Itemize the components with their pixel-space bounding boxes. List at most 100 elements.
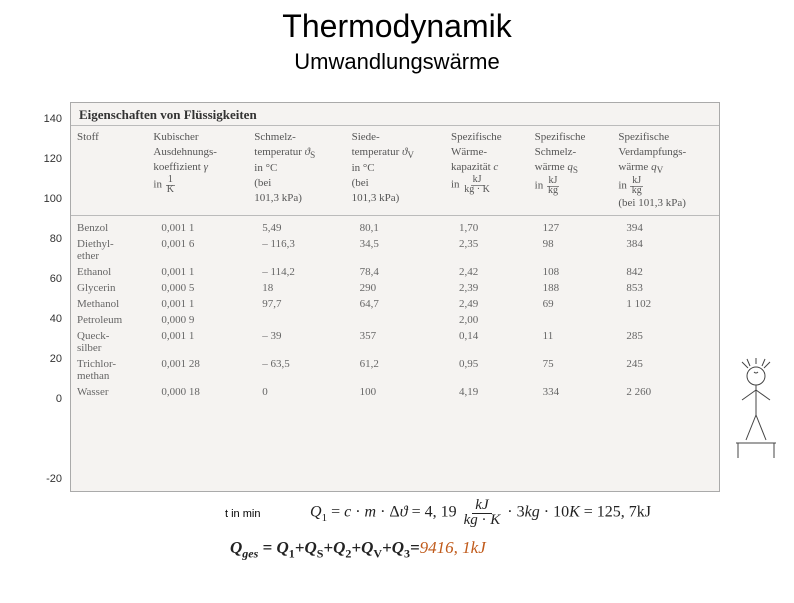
equation-q1: Q1 = c · m · Δϑ = 4, 19 kJkg · K · 3kg ·…	[310, 498, 651, 528]
cell-qv: 384	[612, 236, 719, 264]
cell-siede: 290	[346, 280, 445, 296]
y-tick-label: 80	[22, 233, 62, 245]
col-siede: Siede-temperatur ϑVin °C(bei101,3 kPa)	[346, 126, 445, 216]
cell-c: 2,42	[445, 264, 529, 280]
cell-gamma: 0,001 1	[147, 296, 248, 312]
cell-c: 4,19	[445, 384, 529, 400]
table-row: Wasser0,000 1801004,193342 260	[71, 384, 719, 400]
cell-siede: 61,2	[346, 356, 445, 384]
cell-gamma: 0,001 1	[147, 328, 248, 356]
cell-schmelz: 0	[248, 384, 345, 400]
cell-siede: 100	[346, 384, 445, 400]
cell-schmelz: 18	[248, 280, 345, 296]
cell-siede: 78,4	[346, 264, 445, 280]
cell-siede: 357	[346, 328, 445, 356]
y-tick-label: 60	[22, 273, 62, 285]
cell-siede	[346, 312, 445, 328]
col-qv: SpezifischeVerdampfungs-wärme qVin kJkg(…	[612, 126, 719, 216]
table-caption: Eigenschaften von Flüssigkeiten	[71, 103, 719, 125]
cell-c: 1,70	[445, 216, 529, 237]
table-row: Glycerin0,000 5182902,39188853	[71, 280, 719, 296]
x-axis-label: t in min	[225, 508, 260, 520]
cell-schmelz: – 39	[248, 328, 345, 356]
col-qs: SpezifischeSchmelz-wärme qSin kJkg	[529, 126, 613, 216]
col-gamma: KubischerAusdehnungs-koeffizient γin 1K	[147, 126, 248, 216]
cell-qs: 11	[529, 328, 613, 356]
cell-qv: 842	[612, 264, 719, 280]
y-tick-label: 40	[22, 313, 62, 325]
cell-c: 2,39	[445, 280, 529, 296]
cell-qv: 394	[612, 216, 719, 237]
table-row: Ethanol0,001 1– 114,278,42,42108842	[71, 264, 719, 280]
cell-qv	[612, 312, 719, 328]
cell-qs: 75	[529, 356, 613, 384]
page-subtitle: Umwandlungswärme	[0, 49, 794, 75]
cell-stoff: Methanol	[71, 296, 147, 312]
cell-schmelz: – 114,2	[248, 264, 345, 280]
properties-table: Eigenschaften von Flüssigkeiten Stoff Ku…	[70, 102, 720, 492]
cell-gamma: 0,000 5	[147, 280, 248, 296]
cell-gamma: 0,001 28	[147, 356, 248, 384]
cell-stoff: Benzol	[71, 216, 147, 237]
cell-stoff: Glycerin	[71, 280, 147, 296]
y-tick-label: 120	[22, 153, 62, 165]
cell-qs: 127	[529, 216, 613, 237]
cell-stoff: Ethanol	[71, 264, 147, 280]
cell-siede: 34,5	[346, 236, 445, 264]
y-tick-label: 100	[22, 193, 62, 205]
eq-qges-result: 9416, 1kJ	[420, 538, 486, 557]
y-axis: 140 120 100 80 60 40 20 0 -20	[22, 113, 62, 503]
cell-c: 0,95	[445, 356, 529, 384]
table-row: Queck-silber0,001 1– 393570,1411285	[71, 328, 719, 356]
cell-qs: 188	[529, 280, 613, 296]
table-row: Trichlor-methan0,001 28– 63,561,20,95752…	[71, 356, 719, 384]
cell-c: 2,00	[445, 312, 529, 328]
col-stoff: Stoff	[71, 126, 147, 216]
equation-qges: Qges = Q1+QS+Q2+QV+Q3=9416, 1kJ	[230, 538, 486, 561]
table-row: Petroleum0,000 9 2,00	[71, 312, 719, 328]
cell-stoff: Queck-silber	[71, 328, 147, 356]
cell-c: 2,35	[445, 236, 529, 264]
cell-c: 0,14	[445, 328, 529, 356]
cell-stoff: Wasser	[71, 384, 147, 400]
cell-gamma: 0,001 6	[147, 236, 248, 264]
col-c: SpezifischeWärme-kapazität cin kJkg · K	[445, 126, 529, 216]
eq-q1-result: 125, 7kJ	[597, 504, 651, 521]
cell-stoff: Trichlor-methan	[71, 356, 147, 384]
cell-gamma: 0,001 1	[147, 216, 248, 237]
cell-gamma: 0,000 18	[147, 384, 248, 400]
cell-qv: 2 260	[612, 384, 719, 400]
y-tick-label: 140	[22, 113, 62, 125]
col-schmelz: Schmelz-temperatur ϑSin °C(bei101,3 kPa)	[248, 126, 345, 216]
cell-schmelz: 5,49	[248, 216, 345, 237]
cell-qv: 853	[612, 280, 719, 296]
cell-gamma: 0,001 1	[147, 264, 248, 280]
cell-qv: 1 102	[612, 296, 719, 312]
cell-qs: 69	[529, 296, 613, 312]
cell-qs: 98	[529, 236, 613, 264]
page-title: Thermodynamik	[0, 8, 794, 45]
table-row: Methanol0,001 197,764,72,49691 102	[71, 296, 719, 312]
cell-schmelz	[248, 312, 345, 328]
table-row: Diethyl-ether0,001 6– 116,334,52,3598384	[71, 236, 719, 264]
cell-stoff: Petroleum	[71, 312, 147, 328]
y-tick-label: 0	[22, 393, 62, 405]
cell-schmelz: 97,7	[248, 296, 345, 312]
cell-gamma: 0,000 9	[147, 312, 248, 328]
cell-qs: 108	[529, 264, 613, 280]
person-doodle-icon	[726, 358, 786, 458]
table-body: Benzol0,001 15,4980,11,70127394Diethyl-e…	[71, 216, 719, 401]
cell-qs	[529, 312, 613, 328]
cell-schmelz: – 116,3	[248, 236, 345, 264]
cell-siede: 80,1	[346, 216, 445, 237]
table-header-row: Stoff KubischerAusdehnungs-koeffizient γ…	[71, 126, 719, 216]
cell-qv: 245	[612, 356, 719, 384]
y-tick-label: 20	[22, 353, 62, 365]
y-tick-label: -20	[22, 473, 62, 485]
table-row: Benzol0,001 15,4980,11,70127394	[71, 216, 719, 237]
cell-qv: 285	[612, 328, 719, 356]
cell-qs: 334	[529, 384, 613, 400]
cell-stoff: Diethyl-ether	[71, 236, 147, 264]
cell-siede: 64,7	[346, 296, 445, 312]
cell-c: 2,49	[445, 296, 529, 312]
